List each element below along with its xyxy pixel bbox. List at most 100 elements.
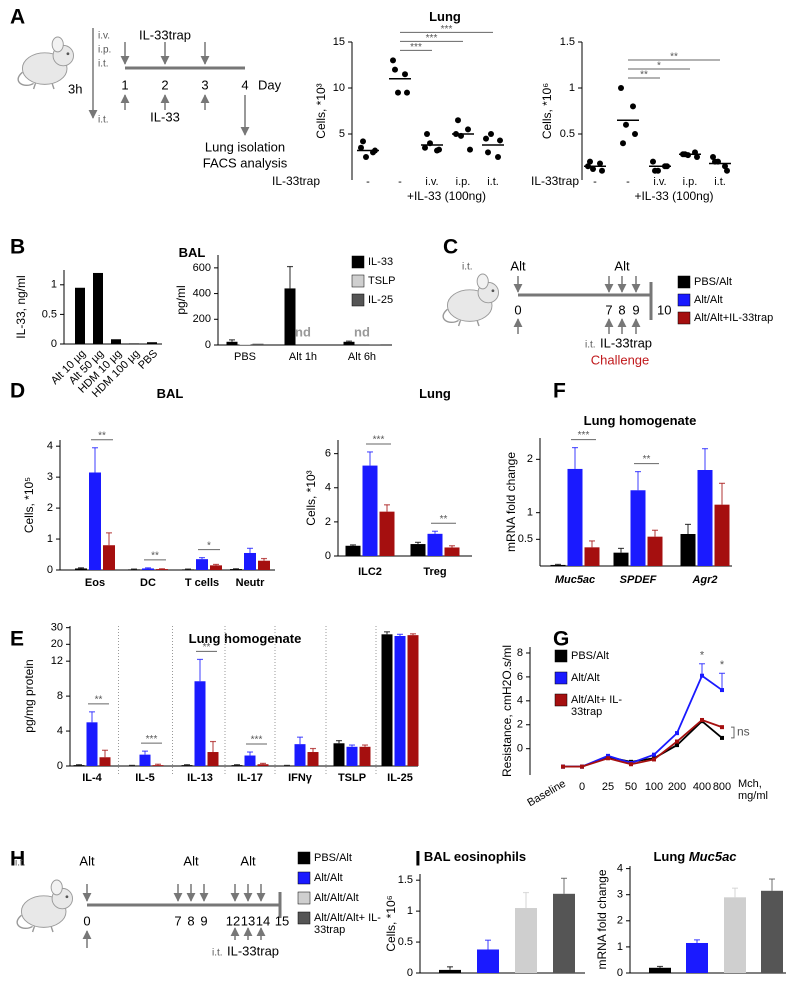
x-tick-label: IL-4 <box>82 772 102 784</box>
x-tick-label: IL-25 <box>387 772 413 784</box>
error-bar <box>367 451 373 466</box>
data-point <box>618 85 624 91</box>
y-axis-label: Cells, *10³ <box>304 470 318 525</box>
day: 14 <box>256 913 270 928</box>
bar <box>379 511 395 556</box>
day: 7 <box>605 302 612 317</box>
bar <box>128 569 140 570</box>
significance-label: *** <box>146 734 158 745</box>
protocol-h: i.t. Alt Alt Alt 0 7 8 9 12 13 14 15 i.t… <box>15 853 289 958</box>
legend-label-box: PBS/Alt <box>571 650 609 662</box>
bar <box>584 547 600 566</box>
error-bar <box>415 541 421 545</box>
y-tick-label: 15 <box>333 36 345 48</box>
data-point <box>485 149 491 156</box>
error-bar <box>145 567 151 569</box>
y-tick-label: 12 <box>51 655 63 667</box>
x-tick-label: - <box>593 176 597 188</box>
x-tick-label: T cells <box>185 577 219 589</box>
title-text: Lung <box>653 849 685 864</box>
bar <box>258 560 270 570</box>
significance-label: ns <box>737 725 750 739</box>
bar <box>359 746 371 766</box>
bar <box>284 288 296 345</box>
y-axis-label: Cells, *10⁵ <box>22 477 36 533</box>
panel-label: A <box>10 6 25 29</box>
line-marker <box>720 725 724 730</box>
y-tick-label: 1.5 <box>560 36 575 48</box>
bar <box>567 468 583 566</box>
bar <box>550 564 566 566</box>
data-point <box>620 140 626 147</box>
y-tick-label: 0 <box>205 339 211 351</box>
bar <box>381 634 393 766</box>
data-point <box>467 146 473 153</box>
data-point <box>483 135 489 142</box>
y-tick-label: 4 <box>617 863 623 875</box>
x-tick-label: ILC2 <box>358 566 382 578</box>
error-bar <box>247 751 253 756</box>
route: i.t. <box>585 340 596 351</box>
x-tick-label: Muc5ac <box>555 574 595 586</box>
error-bar <box>102 749 108 758</box>
data-point <box>632 131 638 137</box>
error-bar <box>92 447 98 473</box>
y-tick-label: 600 <box>193 262 211 274</box>
day: 0 <box>83 913 90 928</box>
y-tick-label: 0 <box>617 967 623 979</box>
legend-swatch <box>351 293 365 307</box>
x-tick-label: Treg <box>423 566 446 578</box>
error-bar <box>106 532 112 546</box>
title-text: BAL <box>179 245 206 260</box>
legend-label: TSLP <box>368 275 396 287</box>
error-bar <box>336 740 342 744</box>
bar <box>686 942 708 973</box>
line-marker <box>652 752 656 757</box>
x-tick-label: 200 <box>668 781 686 793</box>
day: 1 <box>121 77 128 92</box>
x-tick-label: 50 <box>625 781 637 793</box>
error-bar <box>769 878 775 891</box>
allergen: Alt <box>240 853 256 868</box>
challenge-label: Challenge <box>591 352 650 367</box>
chart-title: Lung homogenate <box>189 631 302 646</box>
error-bar <box>362 744 368 747</box>
legend-swatch <box>351 255 365 269</box>
x-tick-label: DC <box>140 577 156 589</box>
y-tick-label: 4 <box>325 482 331 494</box>
significance-label: ** <box>643 454 651 465</box>
y-tick-label: 20 <box>51 638 63 650</box>
x-tick-label: PBS <box>234 351 256 363</box>
title-text: Lung homogenate <box>189 631 302 646</box>
day: 9 <box>200 913 207 928</box>
panel-label: G <box>553 628 569 651</box>
legend-swatch <box>351 274 365 288</box>
data-point <box>390 57 396 64</box>
title-text: BAL <box>157 386 184 401</box>
treatment: IL-33trap <box>600 335 652 350</box>
error-bar <box>572 447 578 469</box>
data-point <box>424 131 430 137</box>
row-label: IL-33trap <box>531 174 579 188</box>
data-point <box>710 154 716 160</box>
significance-label: ** <box>440 514 448 525</box>
x-tick-label: 25 <box>602 781 614 793</box>
data-point <box>623 121 629 128</box>
bar <box>89 472 101 570</box>
line-marker <box>580 764 584 769</box>
y-tick-label: 2 <box>325 516 331 528</box>
legend-label: PBS/Alt <box>694 276 732 288</box>
y-tick-label: 4 <box>47 440 53 452</box>
significance-label: * <box>207 540 211 551</box>
error-bar <box>310 747 316 753</box>
error-bar <box>694 939 700 943</box>
data-point <box>465 126 471 133</box>
significance-label: ** <box>203 642 211 653</box>
treatment: IL-33trap <box>139 27 191 42</box>
line-marker <box>700 717 704 722</box>
protocol-c: i.t. Alt Alt 0 7 8 9 10 i.t. IL-33trap C… <box>442 258 671 367</box>
x-tick-label: IFNγ <box>288 772 313 784</box>
significance-label: ** <box>670 52 678 63</box>
y-tick-label: 1 <box>527 507 533 519</box>
day: 4 <box>241 77 248 92</box>
